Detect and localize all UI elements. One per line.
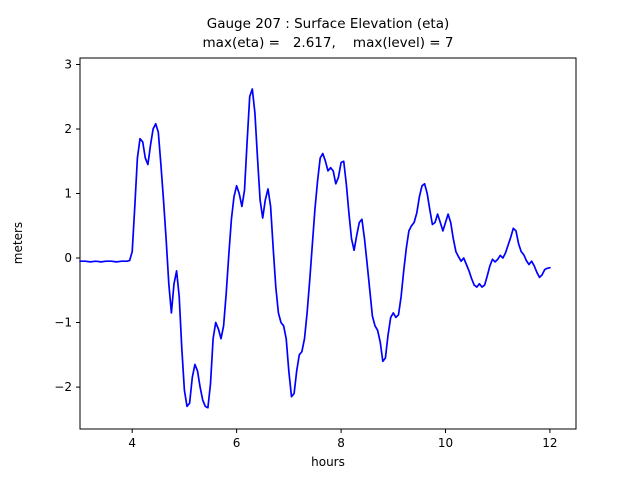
x-tick-label: 12 bbox=[542, 436, 557, 450]
chart-subtitle: max(eta) = 2.617, max(level) = 7 bbox=[203, 35, 454, 51]
chart-title: Gauge 207 : Surface Elevation (eta) bbox=[207, 16, 449, 32]
y-tick-label: −1 bbox=[54, 316, 72, 330]
x-tick-label: 8 bbox=[337, 436, 345, 450]
eta-line bbox=[79, 88, 551, 409]
y-tick-label: 3 bbox=[64, 58, 72, 72]
x-tick-label: 6 bbox=[233, 436, 241, 450]
y-tick-label: 2 bbox=[64, 122, 72, 136]
y-tick-label: 0 bbox=[64, 251, 72, 265]
y-tick-label: −2 bbox=[54, 380, 72, 394]
x-axis-label: hours bbox=[311, 455, 345, 469]
x-tick-label: 10 bbox=[438, 436, 453, 450]
y-tick-label: 1 bbox=[64, 187, 72, 201]
x-tick-label: 4 bbox=[128, 436, 136, 450]
plot-border bbox=[79, 57, 577, 430]
y-axis-label: meters bbox=[11, 222, 25, 264]
